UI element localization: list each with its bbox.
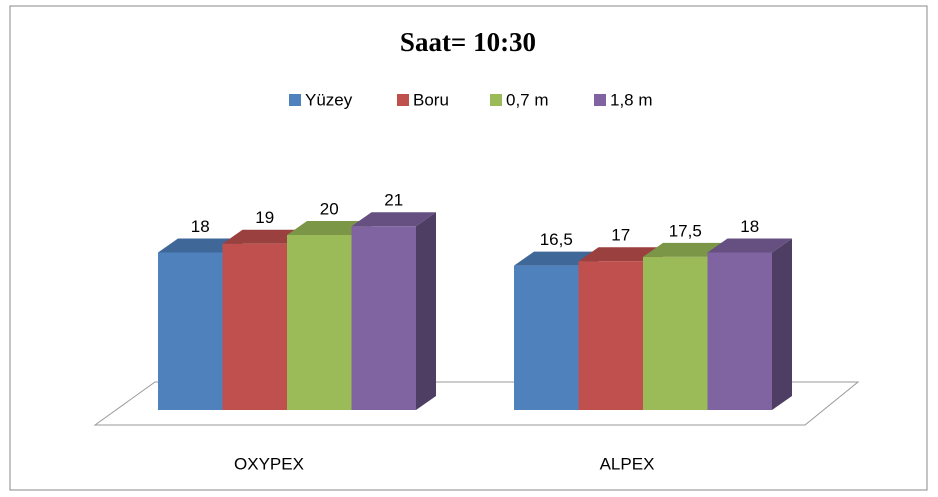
legend-label: 1,8 m [610,90,653,109]
bar [578,261,643,410]
bar-top [287,221,372,235]
data-label: 18 [740,217,759,236]
bar-top [158,238,243,253]
legend-swatch [289,94,301,106]
legend-swatch [490,94,502,106]
data-label: 21 [384,191,403,210]
bar [707,252,772,410]
data-label: 16,5 [540,230,573,249]
data-label: 20 [320,199,339,218]
x-tick-label: ALPEX [600,454,655,473]
bar [351,226,416,410]
bar-side [772,238,792,410]
data-label: 17 [611,226,630,245]
bar-top [643,242,728,257]
data-label: 17,5 [669,221,702,240]
bar [222,243,287,410]
bar-top [351,212,436,227]
bar-side [416,212,436,410]
legend-label: 0,7 m [506,90,549,109]
legend-swatch [594,94,606,106]
bar-top [707,238,792,253]
bar-top [222,229,307,244]
chart-title: Saat= 10:30 [400,27,536,57]
x-tick-label: OXYPEX [234,454,304,473]
bar [158,252,223,410]
bar [643,256,708,410]
legend-label: Boru [413,90,449,109]
data-label: 18 [191,217,210,236]
bar-top [514,251,599,266]
data-label: 19 [255,208,274,227]
bar-top [578,247,663,262]
bar [514,265,579,410]
bar [287,235,352,410]
legend-swatch [397,94,409,106]
legend-label: Yüzey [305,90,353,109]
